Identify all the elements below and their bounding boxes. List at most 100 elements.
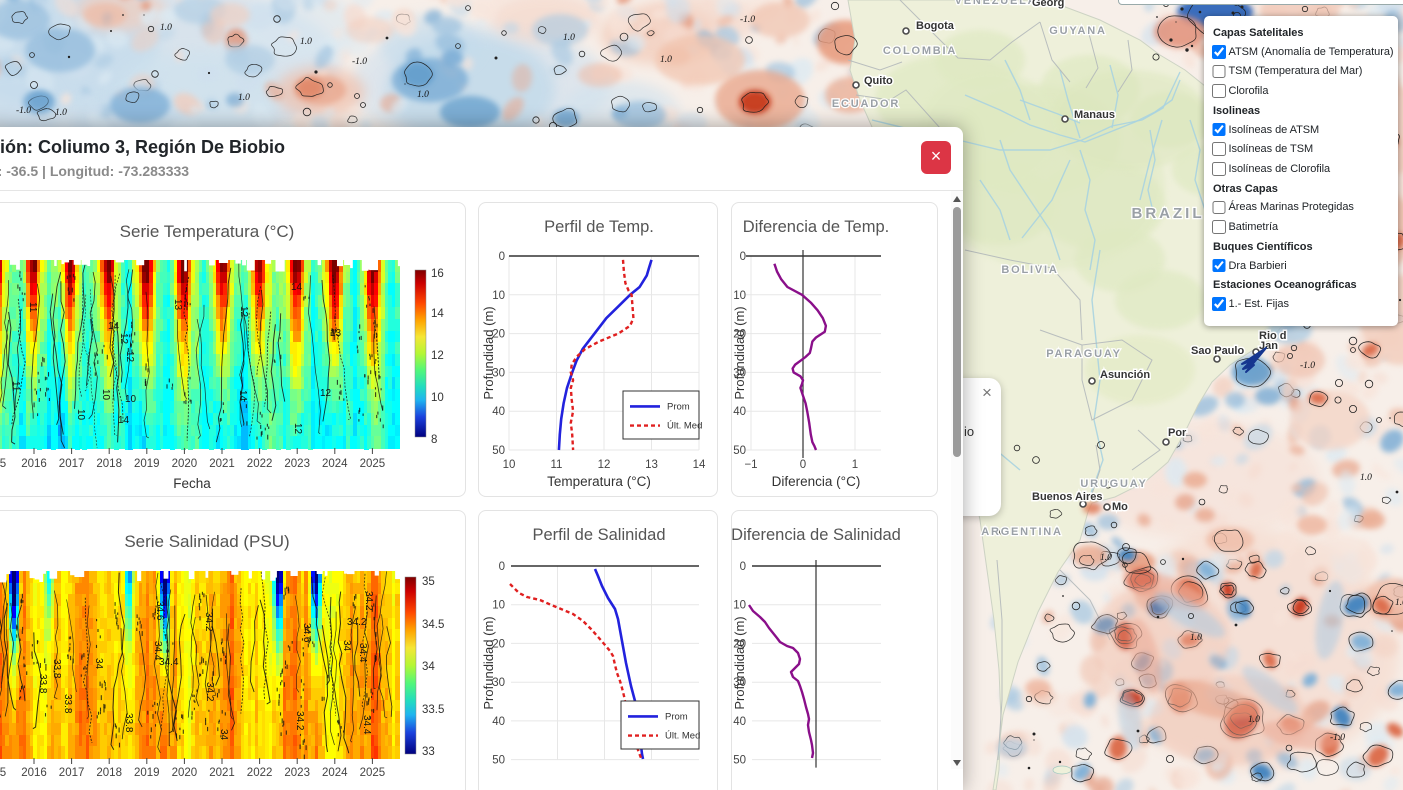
svg-text:2024: 2024 (322, 767, 348, 779)
svg-text:2017: 2017 (59, 458, 85, 470)
svg-text:8: 8 (431, 434, 437, 446)
svg-text:Diferencia (°C): Diferencia (°C) (772, 474, 861, 489)
svg-text:Serie Temperatura (°C): Serie Temperatura (°C) (120, 222, 295, 241)
svg-text:PARAGUAY: PARAGUAY (1046, 348, 1122, 360)
svg-text:1.0: 1.0 (563, 33, 575, 43)
svg-text:16: 16 (431, 268, 444, 280)
svg-text:Asunción: Asunción (1100, 369, 1150, 381)
svg-text:2021: 2021 (209, 767, 235, 779)
svg-text:14: 14 (237, 390, 248, 402)
svg-text:34.4: 34.4 (357, 643, 368, 663)
svg-text:1.0: 1.0 (1248, 715, 1260, 725)
svg-text:50: 50 (492, 755, 505, 767)
svg-text:13: 13 (172, 299, 183, 311)
svg-text:40: 40 (492, 406, 505, 418)
svg-text:-1.0: -1.0 (740, 15, 755, 25)
svg-text:11: 11 (551, 459, 563, 471)
svg-text:10: 10 (431, 392, 444, 404)
svg-text:20: 20 (492, 329, 505, 341)
svg-text:0: 0 (740, 251, 746, 263)
svg-text:2018: 2018 (96, 767, 122, 779)
svg-text:20: 20 (492, 638, 505, 650)
svg-text:34.6: 34.6 (301, 623, 312, 643)
svg-text:40: 40 (492, 716, 505, 728)
svg-text:-1.0: -1.0 (1300, 361, 1315, 371)
svg-text:0: 0 (740, 561, 746, 573)
svg-text:Fecha: Fecha (173, 476, 211, 491)
svg-text:Profundidad (m): Profundidad (m) (481, 306, 496, 399)
svg-text:2023: 2023 (284, 767, 310, 779)
svg-text:2023: 2023 (284, 458, 310, 470)
svg-text:33.8: 33.8 (37, 674, 48, 694)
svg-text:2025: 2025 (360, 458, 386, 470)
svg-text:2016: 2016 (21, 767, 47, 779)
svg-text:2020: 2020 (172, 458, 198, 470)
svg-text:33.8: 33.8 (123, 713, 134, 733)
svg-text:0: 0 (800, 459, 806, 471)
svg-text:1: 1 (852, 459, 858, 471)
svg-text:ECUADOR: ECUADOR (832, 98, 900, 110)
svg-text:Profundidad (m): Profundidad (m) (732, 306, 747, 399)
svg-text:30: 30 (492, 367, 505, 379)
svg-text:50: 50 (492, 445, 505, 457)
svg-text:1.0: 1.0 (55, 108, 67, 118)
svg-text:Profundidad (m): Profundidad (m) (481, 616, 496, 709)
svg-text:12: 12 (118, 333, 129, 345)
svg-text:13: 13 (330, 328, 342, 339)
svg-text:URUGUAY: URUGUAY (1080, 478, 1147, 490)
svg-text:Por: Por (1168, 427, 1187, 439)
svg-text:10: 10 (75, 409, 86, 421)
svg-text:GUYANA: GUYANA (1049, 25, 1106, 37)
svg-text:40: 40 (733, 406, 746, 418)
svg-text:34.2: 34.2 (363, 591, 374, 611)
svg-text:2024: 2024 (322, 458, 348, 470)
svg-text:34.4: 34.4 (152, 641, 163, 661)
svg-text:1.0: 1.0 (417, 90, 429, 100)
svg-text:0: 0 (499, 251, 505, 263)
svg-text:30: 30 (492, 677, 505, 689)
svg-text:2019: 2019 (134, 767, 160, 779)
svg-text:-1.0: -1.0 (352, 57, 367, 67)
svg-text:33.5: 33.5 (422, 704, 444, 716)
svg-text:−1: −1 (744, 459, 757, 471)
svg-text:33.8: 33.8 (62, 694, 73, 714)
svg-text:12: 12 (431, 350, 444, 362)
svg-text:14: 14 (118, 415, 130, 426)
svg-text:Bogota: Bogota (916, 20, 955, 32)
svg-text:Buenos Aires: Buenos Aires (1032, 491, 1103, 503)
svg-text:34.2: 34.2 (204, 682, 215, 702)
svg-text:34.4: 34.4 (361, 715, 372, 735)
svg-text:34.2: 34.2 (294, 711, 305, 731)
svg-text:35: 35 (422, 576, 435, 588)
svg-text:2017: 2017 (59, 767, 85, 779)
svg-text:30: 30 (733, 367, 746, 379)
svg-text:Perfil de Temp.: Perfil de Temp. (544, 218, 654, 236)
svg-text:2020: 2020 (172, 767, 198, 779)
svg-text:34: 34 (218, 729, 229, 741)
svg-text:Últ. Med: Últ. Med (667, 421, 702, 432)
svg-text:14: 14 (108, 321, 120, 332)
svg-text:1.0: 1.0 (300, 37, 312, 47)
svg-text:Rio d: Rio d (1259, 330, 1287, 342)
svg-text:34: 34 (422, 661, 435, 673)
svg-text:1.0: 1.0 (1395, 598, 1403, 608)
svg-text:34.2: 34.2 (347, 617, 367, 628)
svg-text:2022: 2022 (247, 458, 273, 470)
svg-text:1.0: 1.0 (660, 55, 672, 65)
svg-text:14: 14 (431, 308, 444, 320)
svg-text:ARGENTINA: ARGENTINA (981, 526, 1063, 538)
svg-text:-1.0: -1.0 (16, 106, 31, 116)
svg-text:34: 34 (93, 658, 104, 670)
svg-text:5: 5 (0, 767, 6, 779)
svg-text:10: 10 (733, 290, 746, 302)
svg-text:Georg: Georg (1032, 0, 1064, 9)
svg-text:50: 50 (733, 445, 746, 457)
svg-text:10: 10 (100, 389, 111, 401)
svg-text:33: 33 (422, 746, 435, 758)
svg-text:Quito: Quito (864, 75, 893, 87)
svg-text:1.0: 1.0 (160, 23, 172, 33)
svg-text:0: 0 (499, 561, 505, 573)
svg-text:20: 20 (733, 329, 746, 341)
svg-text:34.2: 34.2 (203, 612, 214, 632)
svg-text:12: 12 (292, 423, 303, 435)
